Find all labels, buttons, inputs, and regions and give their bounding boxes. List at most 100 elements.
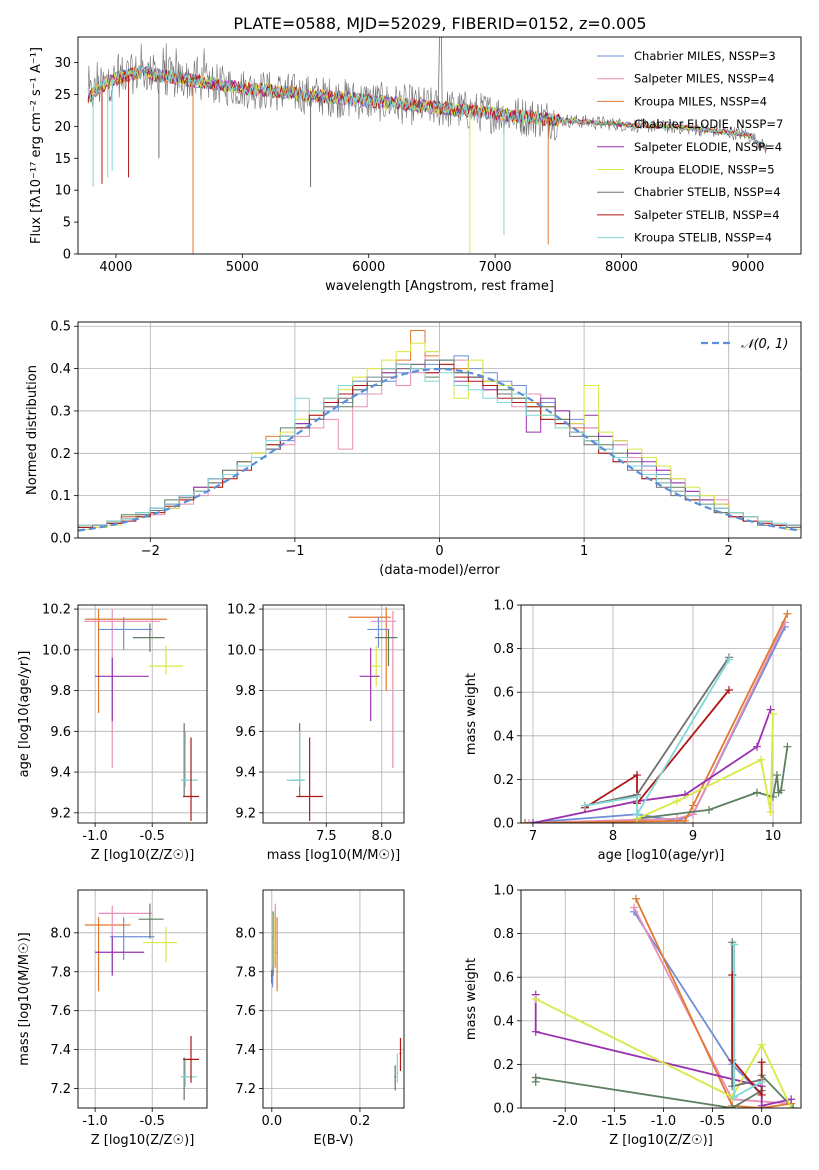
weight-marker — [581, 801, 589, 810]
spectrum-ytick-label: 30 — [54, 56, 71, 71]
figure-title: PLATE=0588, MJD=52029, FIBERID=0152, z=0… — [233, 14, 646, 33]
spectrum-plot-area — [87, 37, 768, 254]
mass_vs_Z-panel: -1.0 -0.5 7.2 7.4 7.6 7.8 8.0 Z [log10(Z/Z☉)] ma… — [17, 889, 208, 1148]
weight-marker — [531, 1073, 540, 1082]
weight-marker — [766, 705, 775, 714]
weight-marker — [725, 655, 733, 664]
mass_vs_ebv-ytick-label: 7.2 — [235, 1082, 256, 1097]
weight-series-line — [524, 626, 786, 823]
weight-marker — [633, 810, 641, 819]
mass_vs_Z-ytick-label: 7.4 — [50, 1043, 71, 1058]
weight-marker — [525, 819, 533, 823]
spectrum-xtick-label: 5000 — [226, 260, 259, 275]
spectrum-xtick-label: 4000 — [99, 260, 132, 275]
spectrum-ylabel: Flux [fλ10⁻¹⁷ erg cm⁻² s⁻¹ A⁻¹] — [29, 47, 44, 244]
weight_vs_Z-xtick-label: 0.0 — [751, 1114, 772, 1129]
weight-marker — [769, 710, 777, 718]
age_vs_mass-ytick-label: 9.8 — [235, 684, 256, 699]
residuals-plot-area — [78, 330, 801, 532]
weight-marker — [529, 819, 537, 823]
weight_vs_Z-panel: -2.0 -1.5 -1.0 -0.5 0.0 0.0 0.2 0.4 0.6 0.8 1.0 Z [… — [464, 884, 802, 1148]
residuals-legend: 𝒩(0, 1) — [701, 337, 788, 352]
mass_vs_ebv-xtick-label: 0.0 — [261, 1114, 282, 1129]
weight-series-line — [584, 689, 730, 809]
spectrum-ytick-label: 20 — [54, 120, 71, 135]
spectrum-frame — [77, 36, 802, 255]
spectrum-ytick-label: 25 — [54, 88, 71, 103]
age_vs_Z-panel: -1.0 -0.5 9.2 9.4 9.6 9.8 10.0 10.2 Z [log10(Z/Z… — [17, 603, 208, 863]
spectrum-panel: 4000 5000 6000 7000 8000 9000 0 5 10 15 20 25 30 wave… — [29, 36, 802, 294]
mass_vs_Z-plot-area — [84, 903, 200, 1101]
spectrum-ytick-label: 5 — [63, 216, 71, 231]
mass_vs_Z-xlabel: Z [log10(Z/Z☉)] — [91, 1133, 195, 1148]
weight_vs_age-xtick-label: 8 — [609, 829, 617, 844]
residuals-xtick-label: 0 — [435, 544, 443, 559]
spectrum-ytick-label: 10 — [54, 184, 71, 199]
legend-label: Salpeter STELIB, NSSP=4 — [634, 208, 780, 222]
age_vs_mass-panel: 7.5 8.0 9.2 9.4 9.6 9.8 10.0 10.2 mass [log10(M/… — [227, 603, 405, 863]
mass_vs_Z-ytick-label: 7.8 — [50, 965, 71, 980]
weight-marker — [766, 808, 775, 817]
weight_vs_Z-xtick-label: -2.0 — [553, 1114, 578, 1129]
age_vs_mass-ytick-label: 10.2 — [227, 603, 256, 618]
age_vs_mass-ytick-label: 9.4 — [235, 766, 256, 781]
spectrum-line — [87, 43, 768, 154]
weight_vs_age-panel: 7 8 9 10 0.0 0.2 0.4 0.6 0.8 1.0 age [log10(age/yr… — [464, 599, 802, 863]
mass_vs_Z-ylabel: mass [log10(M/M☉)] — [17, 932, 32, 1065]
residuals-ylabel: Normed distribution — [25, 365, 40, 495]
age_vs_mass-xlabel: mass [log10(M/M☉)] — [267, 848, 400, 863]
weight-marker — [757, 1090, 766, 1099]
weight-marker — [757, 755, 765, 764]
weight-marker — [773, 771, 781, 780]
weight-marker — [673, 797, 681, 806]
age_vs_mass-frame — [262, 604, 405, 824]
legend-label: Kroupa STELIB, NSSP=4 — [634, 231, 772, 245]
weight-marker — [531, 1027, 540, 1036]
histogram-step — [78, 363, 801, 526]
weight_vs_age-ytick-label: 0.0 — [493, 817, 514, 832]
mass_vs_Z-ytick-label: 7.6 — [50, 1004, 71, 1019]
weight_vs_Z-ytick-label: 0.2 — [493, 1058, 514, 1073]
weight-marker — [783, 742, 792, 751]
mass_vs_ebv-xlabel: E(B-V) — [313, 1133, 353, 1148]
age_vs_mass-ytick-label: 9.6 — [235, 725, 256, 740]
weight-marker — [777, 786, 785, 795]
spectrum-legend: Chabrier MILES, NSSP=3 Salpeter MILES, NS… — [597, 49, 783, 245]
residuals-xtick-label: −2 — [141, 544, 160, 559]
mass_vs_Z-xtick-label: -1.0 — [82, 1114, 107, 1129]
weight_vs_Z-plot-area — [531, 894, 798, 1108]
weight-marker — [757, 1101, 766, 1108]
weight-series-line — [534, 1073, 794, 1108]
age_vs_Z-ylabel: age [log10(age/yr)] — [17, 651, 32, 778]
weight_vs_age-ytick-label: 0.6 — [493, 686, 514, 701]
age_vs_Z-frame — [77, 604, 208, 824]
weight-marker — [789, 1104, 798, 1108]
mass_vs_ebv-xtick-label: 0.2 — [350, 1114, 371, 1129]
age_vs_Z-xtick-label: -1.0 — [82, 829, 107, 844]
mass_vs_Z-xtick-label: -0.5 — [140, 1114, 165, 1129]
mass_vs_ebv-plot-area — [270, 903, 402, 1091]
weight_vs_age-plot-area — [521, 609, 792, 823]
weight_vs_age-xtick-label: 9 — [689, 829, 697, 844]
normal-curve — [78, 367, 801, 532]
weight_vs_Z-frame — [520, 889, 802, 1109]
age_vs_Z-plot-area — [83, 609, 200, 821]
mass_vs_Z-frame — [77, 889, 208, 1109]
weight-series-line — [636, 713, 774, 820]
weight-marker — [531, 995, 540, 1003]
legend-label: Salpeter ELODIE, NSSP=4 — [634, 140, 782, 154]
weight-series-line — [633, 911, 763, 1096]
weight_vs_age-ytick-label: 0.8 — [493, 642, 514, 657]
legend-label: Kroupa ELODIE, NSSP=5 — [634, 163, 775, 177]
mass_vs_ebv-ytick-label: 7.6 — [235, 1004, 256, 1019]
residuals-ytick-label: 0.0 — [50, 532, 71, 547]
spectrum-line — [87, 66, 768, 150]
weight_vs_Z-ytick-label: 0.0 — [493, 1102, 514, 1117]
spectrum-xlabel: wavelength [Angstrom, rest frame] — [325, 279, 554, 294]
legend-label: Chabrier STELIB, NSSP=4 — [634, 185, 781, 199]
weight_vs_age-ytick-label: 0.4 — [493, 729, 514, 744]
age_vs_Z-ytick-label: 10.2 — [42, 603, 71, 618]
weight_vs_age-xlabel: age [log10(age/yr)] — [598, 848, 725, 863]
weight_vs_age-xtick-label: 10 — [765, 829, 782, 844]
weight_vs_Z-xtick-label: -0.5 — [700, 1114, 725, 1129]
